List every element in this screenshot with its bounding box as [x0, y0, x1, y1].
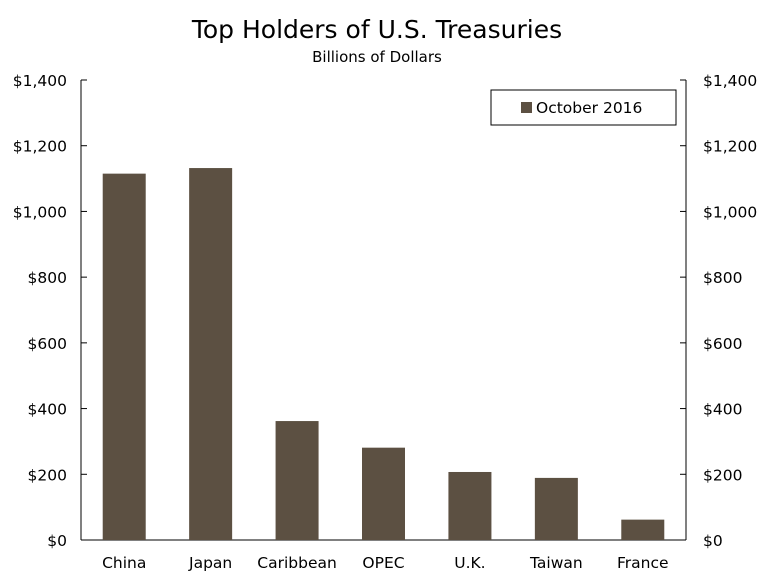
- x-tick-labels: China Japan Caribbean OPEC U.K. Taiwan France: [102, 554, 668, 572]
- legend: October 2016: [490, 89, 677, 126]
- right-y-tick-label: $200: [703, 466, 742, 484]
- right-y-tick-label: $1,200: [703, 138, 757, 156]
- right-y-tick-label: $800: [703, 269, 742, 287]
- bar-china: [102, 173, 146, 540]
- bar-france: [621, 519, 665, 540]
- x-tick-label: OPEC: [362, 554, 404, 572]
- right-y-tick-label: $400: [703, 401, 742, 419]
- left-y-tick-label: $600: [28, 335, 67, 353]
- x-tick-label: Caribbean: [257, 554, 337, 572]
- left-y-tick-label: $1,200: [13, 138, 67, 156]
- left-y-ticks: $0 $200 $400 $600 $800 $1,000 $1,200 $1,400: [13, 72, 87, 550]
- right-y-tick-label: $1,000: [703, 203, 757, 221]
- x-tick-label: Japan: [188, 554, 232, 572]
- bar-taiwan: [534, 477, 578, 540]
- left-y-tick-label: $200: [28, 466, 67, 484]
- legend-label: October 2016: [536, 99, 642, 117]
- left-y-tick-label: $1,400: [13, 72, 67, 90]
- left-y-tick-label: $400: [28, 401, 67, 419]
- chart-subtitle: Billions of Dollars: [312, 48, 442, 66]
- right-y-tick-label: $1,400: [703, 72, 757, 90]
- right-y-ticks: $0 $200 $400 $600 $800 $1,000 $1,200 $1,400: [680, 72, 757, 550]
- bar-japan: [189, 168, 233, 541]
- x-tick-label: U.K.: [454, 554, 485, 572]
- left-y-tick-label: $800: [28, 269, 67, 287]
- x-tick-label: Taiwan: [529, 554, 583, 572]
- left-y-tick-label: $1,000: [13, 203, 67, 221]
- x-tick-label: China: [102, 554, 146, 572]
- legend-swatch: [521, 102, 532, 113]
- right-y-tick-label: $0: [703, 532, 723, 550]
- x-tick-label: France: [617, 554, 669, 572]
- bar-u-k: [448, 471, 492, 540]
- bar-caribbean: [275, 421, 319, 540]
- left-y-tick-label: $0: [47, 532, 67, 550]
- right-y-tick-label: $600: [703, 335, 742, 353]
- bar-opec: [362, 447, 405, 540]
- chart-title: Top Holders of U.S. Treasuries: [191, 15, 562, 44]
- bar-series: [102, 168, 665, 541]
